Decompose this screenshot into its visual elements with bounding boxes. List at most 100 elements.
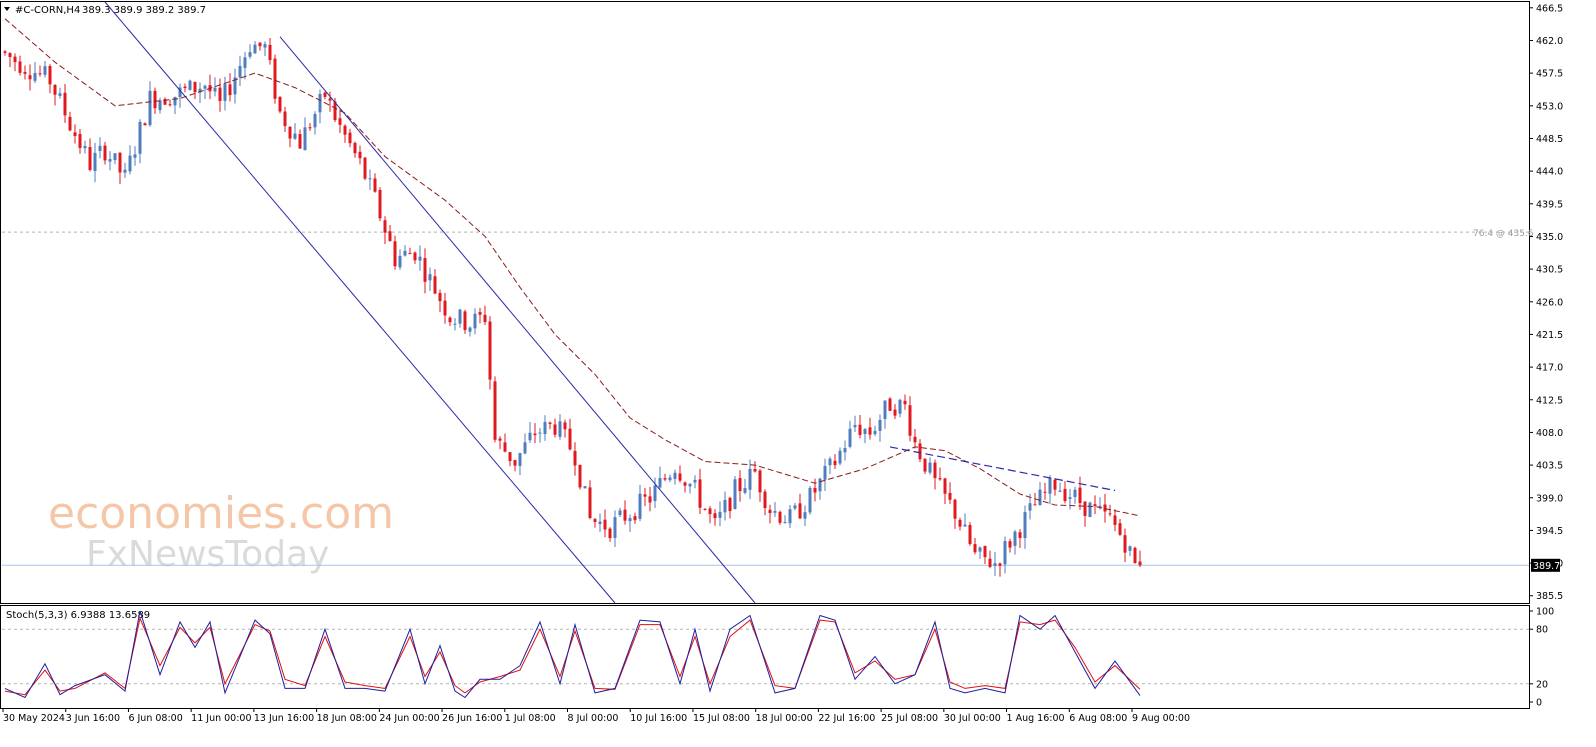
candle [933,459,937,490]
candle [993,552,997,577]
candle [243,52,247,80]
candle [863,428,867,444]
stoch-tick-label: 80 [1536,625,1548,636]
channel-line-2[interactable] [279,36,756,604]
candle [383,216,387,244]
candle [1078,476,1082,510]
candle [598,513,602,533]
candle [128,145,132,175]
candle [998,562,1002,577]
candle [293,123,297,140]
time-tick-label: 18 Jun 08:00 [317,713,377,724]
price-axis: 466.5 462.0 457.5 453.0 448.5 444.0 439.5 435.0… [1529,3,1563,602]
stoch-layer [2,610,1529,699]
candle [788,505,792,529]
candle [358,145,362,165]
candle [643,487,647,507]
candle [493,376,497,443]
time-tick-label: 1 Jul 08:00 [505,713,556,724]
candle [533,423,537,444]
candle [883,400,887,429]
candle [258,42,262,51]
candle [1088,501,1092,518]
stoch-header: Stoch(5,3,3) 6.9388 13.6589 [6,610,150,621]
current-price-tag: 389.7 [1531,558,1560,572]
candle [228,73,232,102]
candle [1133,546,1137,564]
candle [858,415,862,439]
candle [603,509,607,538]
candle [963,513,967,527]
candle [1108,504,1112,517]
symbol-dropdown-icon[interactable] [4,7,10,11]
candle [923,458,927,475]
candle [173,96,177,115]
stoch-tick-label: 100 [1536,607,1554,618]
candle [373,173,377,193]
candle [53,84,57,106]
resistance-trendline[interactable] [889,446,1116,492]
candle [573,442,577,476]
candle [793,502,797,511]
candle [108,151,112,171]
candle [853,415,857,433]
candle [768,504,772,524]
time-tick-label: 1 Aug 16:00 [1007,713,1065,724]
price-tick-label: 385.5 [1536,591,1563,602]
price-tick-label: 457.5 [1536,69,1563,80]
candle [528,421,532,443]
candle [813,478,817,502]
candle [593,518,597,528]
candle [278,96,282,114]
candle [1118,518,1122,536]
candle [548,421,552,430]
candle [668,474,672,483]
candle [698,468,702,514]
candle [393,235,397,270]
candle [238,55,242,86]
candle [1113,509,1117,532]
price-tick-label: 439.5 [1536,199,1563,210]
candle [1083,501,1087,527]
time-tick-label: 10 Jul 16:00 [630,713,687,724]
ohlc-readout: 389.3 389.9 389.2 389.7 [82,5,206,16]
candle [413,251,417,264]
candle [903,394,907,410]
candle [763,489,767,516]
candle [1028,493,1032,520]
candle [423,248,427,294]
time-tick-label: 13 Jun 16:00 [254,713,314,724]
candle [233,68,237,104]
time-tick-label: 3 Jun 16:00 [66,713,120,724]
candle [708,506,712,524]
candle [848,420,852,449]
candle [823,458,827,491]
candle [188,79,192,91]
time-axis: 30 May 2024 3 Jun 16:00 6 Jun 08:00 11 Jun … [2,708,1190,724]
candle [68,111,72,132]
candle [1023,505,1027,549]
candle [978,546,982,559]
candle [943,477,947,504]
candle [63,83,67,123]
candle [453,317,457,331]
channel-line-1[interactable] [104,1,616,604]
candle [988,550,992,569]
candle [948,482,952,504]
candle [613,510,617,547]
candle [363,156,367,181]
candle [703,508,707,511]
candle [198,82,202,103]
watermark-economies: economies.com [48,488,394,539]
candle [778,510,782,525]
candle [888,397,892,412]
time-tick-label: 9 Aug 00:00 [1132,713,1190,724]
candle [1043,482,1047,500]
candle [308,123,312,132]
candle [113,153,117,165]
candle [398,249,402,270]
price-tick-label: 417.0 [1536,363,1563,374]
candle [223,76,227,111]
